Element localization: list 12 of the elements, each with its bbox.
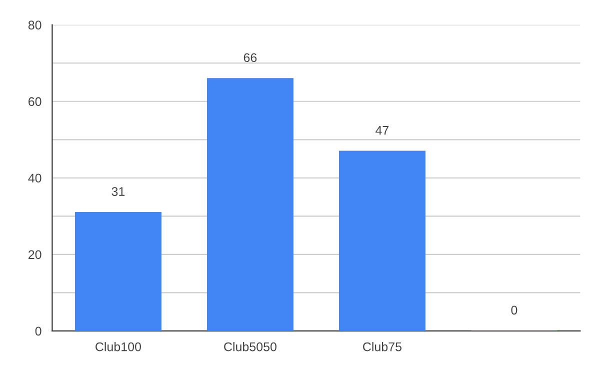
y-tick-label: 0 xyxy=(35,326,42,336)
data-label: 47 xyxy=(376,126,389,135)
x-tick-label: Club75 xyxy=(363,342,402,352)
y-tick-label: 80 xyxy=(28,20,42,30)
x-tick-label: Club5050 xyxy=(224,342,276,352)
data-label: 66 xyxy=(244,53,257,62)
data-label: 31 xyxy=(112,187,125,196)
data-label: 0 xyxy=(511,306,518,315)
x-tick-label: Club100 xyxy=(96,342,141,352)
y-tick-label: 20 xyxy=(28,250,42,260)
y-tick-label: 60 xyxy=(28,97,42,106)
y-tick-label: 40 xyxy=(28,174,42,183)
